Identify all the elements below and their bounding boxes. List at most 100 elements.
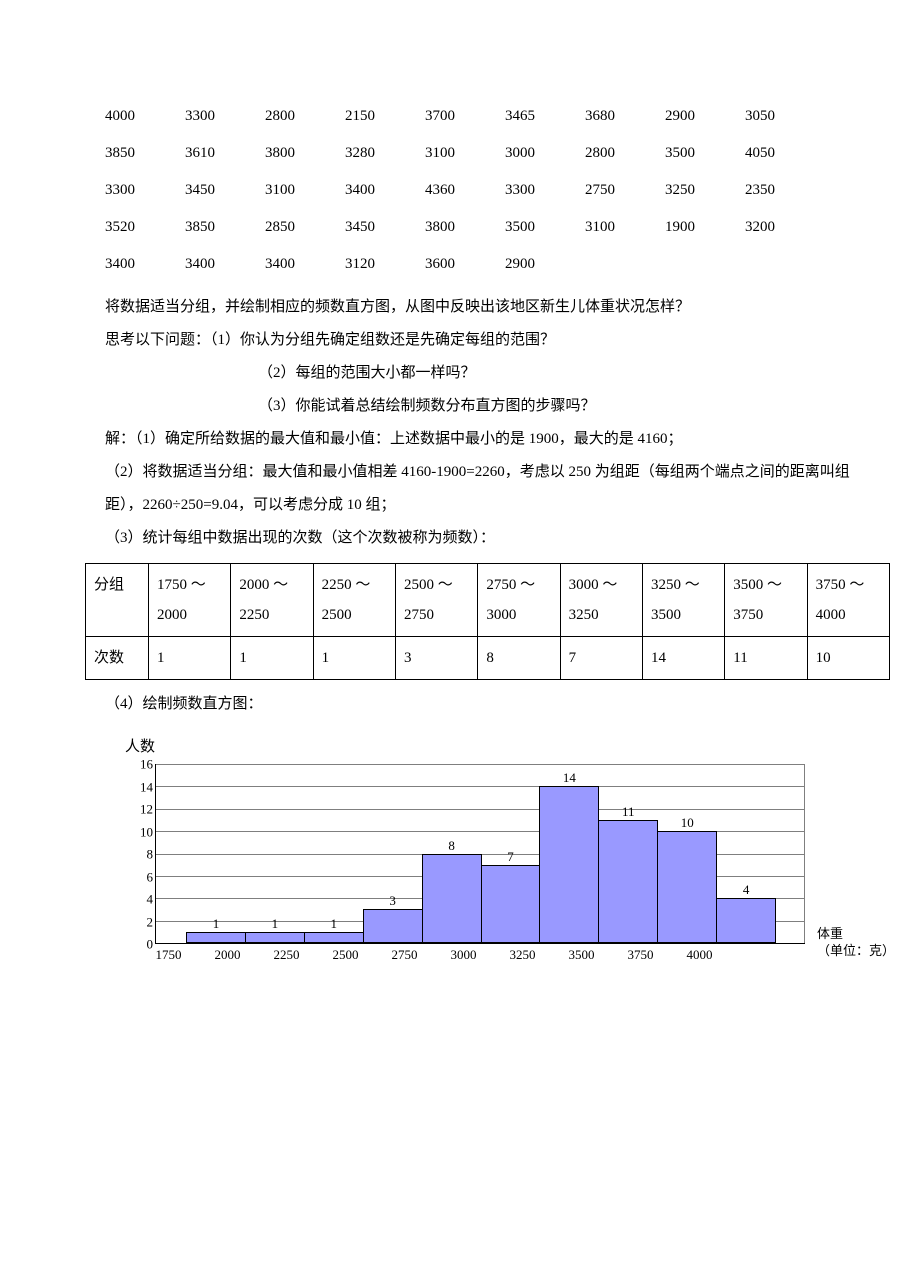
table-cell-count: 8 <box>478 637 560 680</box>
y-tick-label: 8 <box>147 848 154 861</box>
table-cell-group: 3250 ～ 3500 <box>642 564 724 637</box>
y-tick-label: 12 <box>140 803 153 816</box>
histogram-bar: 1 <box>304 932 364 943</box>
y-tick-label: 6 <box>147 870 154 883</box>
data-cell: 3500 <box>505 211 585 244</box>
bar-value-label: 1 <box>187 917 245 930</box>
data-cell <box>745 248 825 281</box>
table-row: 分组 1750 ～ 20002000 ～ 22502250 ～ 25002500… <box>86 564 890 637</box>
bar-value-label: 3 <box>364 894 422 907</box>
data-cell: 4050 <box>745 137 825 170</box>
solution-step-3: （3）统计每组中数据出现的次数（这个次数被称为频数）： <box>105 522 870 555</box>
table-cell-count: 3 <box>395 637 477 680</box>
table-cell-group: 3750 ～ 4000 <box>807 564 889 637</box>
x-axis: 1750200022502500275030003250350037504000 <box>185 944 775 964</box>
table-cell-group: 2750 ～ 3000 <box>478 564 560 637</box>
y-axis: 0246810121416 <box>125 764 153 944</box>
data-cell: 4360 <box>425 174 505 207</box>
bar-value-label: 10 <box>658 816 716 829</box>
data-cell: 3280 <box>345 137 425 170</box>
table-row: 次数 111387141110 <box>86 637 890 680</box>
data-cell: 2900 <box>505 248 585 281</box>
x-tick-label: 3500 <box>569 944 628 964</box>
x-tick-label: 4000 <box>687 944 746 964</box>
data-cell <box>665 248 745 281</box>
data-cell: 3200 <box>745 211 825 244</box>
data-cell: 3050 <box>745 100 825 133</box>
data-cell: 3100 <box>425 137 505 170</box>
data-cell: 2150 <box>345 100 425 133</box>
histogram-bar: 8 <box>422 854 482 944</box>
data-cell: 3400 <box>345 174 425 207</box>
data-cell: 3100 <box>585 211 665 244</box>
x-tick-label: 2500 <box>333 944 392 964</box>
question-3: （3）你能试着总结绘制频数分布直方图的步骤吗？ <box>105 390 870 423</box>
table-cell-count: 1 <box>149 637 231 680</box>
data-cell: 3600 <box>425 248 505 281</box>
data-cell: 3850 <box>105 137 185 170</box>
y-tick-label: 0 <box>147 938 154 951</box>
histogram-bar: 4 <box>716 898 776 943</box>
x-axis-label: 体重 （单位：克） <box>817 926 895 960</box>
table-cell-group: 3000 ～ 3250 <box>560 564 642 637</box>
data-cell: 3000 <box>505 137 585 170</box>
prompt-paragraph: 将数据适当分组，并绘制相应的频数直方图，从图中反映出该地区新生儿体重状况怎样？ <box>105 291 870 324</box>
bars-container: 1113871411104 <box>186 764 775 943</box>
bar-value-label: 7 <box>482 850 540 863</box>
question-1: 思考以下问题：（1）你认为分组先确定组数还是先确定每组的范围？ <box>105 324 870 357</box>
data-cell <box>585 248 665 281</box>
data-cell: 3700 <box>425 100 505 133</box>
bar-value-label: 4 <box>717 883 775 896</box>
question-2: （2）每组的范围大小都一样吗？ <box>105 357 870 390</box>
table-cell-group: 2000 ～ 2250 <box>231 564 313 637</box>
histogram-bar: 3 <box>363 909 423 943</box>
table-cell-count: 14 <box>642 637 724 680</box>
x-tick-label: 3000 <box>451 944 510 964</box>
data-cell: 3465 <box>505 100 585 133</box>
raw-data-grid: 4000330028002150370034653680290030503850… <box>105 100 870 281</box>
table-cell-count: 1 <box>231 637 313 680</box>
solution-step-2: （2）将数据适当分组：最大值和最小值相差 4160-1900=2260，考虑以 … <box>105 456 870 522</box>
data-cell: 2800 <box>585 137 665 170</box>
data-cell: 4000 <box>105 100 185 133</box>
data-cell: 1900 <box>665 211 745 244</box>
data-cell: 3400 <box>185 248 265 281</box>
table-cell-group: 1750 ～ 2000 <box>149 564 231 637</box>
histogram-bar: 7 <box>481 865 541 943</box>
data-cell: 3680 <box>585 100 665 133</box>
histogram-bar: 14 <box>539 786 599 943</box>
table-cell-count: 10 <box>807 637 889 680</box>
table-cell-count: 1 <box>313 637 395 680</box>
y-tick-label: 4 <box>147 893 154 906</box>
y-tick-label: 2 <box>147 915 154 928</box>
data-cell: 3300 <box>185 100 265 133</box>
data-cell: 2750 <box>585 174 665 207</box>
bar-value-label: 1 <box>246 917 304 930</box>
data-cell: 2900 <box>665 100 745 133</box>
x-tick-label: 2000 <box>215 944 274 964</box>
histogram-chart: 人数 0246810121416 1113871411104 175020002… <box>105 731 870 964</box>
data-cell: 3400 <box>105 248 185 281</box>
y-axis-label: 人数 <box>125 731 870 764</box>
y-tick-label: 14 <box>140 780 153 793</box>
data-cell: 3520 <box>105 211 185 244</box>
histogram-bar: 1 <box>245 932 305 943</box>
x-tick-label: 3750 <box>628 944 687 964</box>
data-cell: 3450 <box>185 174 265 207</box>
data-cell: 2350 <box>745 174 825 207</box>
data-cell: 3800 <box>425 211 505 244</box>
data-cell: 3100 <box>265 174 345 207</box>
bar-value-label: 1 <box>305 917 363 930</box>
data-cell: 3800 <box>265 137 345 170</box>
histogram-bar: 1 <box>186 932 246 943</box>
data-cell: 3250 <box>665 174 745 207</box>
table-cell-group: 3500 ～ 3750 <box>725 564 807 637</box>
data-cell: 2850 <box>265 211 345 244</box>
data-cell: 3300 <box>505 174 585 207</box>
histogram-bar: 11 <box>598 820 658 943</box>
x-tick-label: 1750 <box>156 944 215 964</box>
data-cell: 3120 <box>345 248 425 281</box>
frequency-table: 分组 1750 ～ 20002000 ～ 22502250 ～ 25002500… <box>85 563 890 680</box>
table-header-group: 分组 <box>86 564 149 637</box>
data-cell: 3450 <box>345 211 425 244</box>
